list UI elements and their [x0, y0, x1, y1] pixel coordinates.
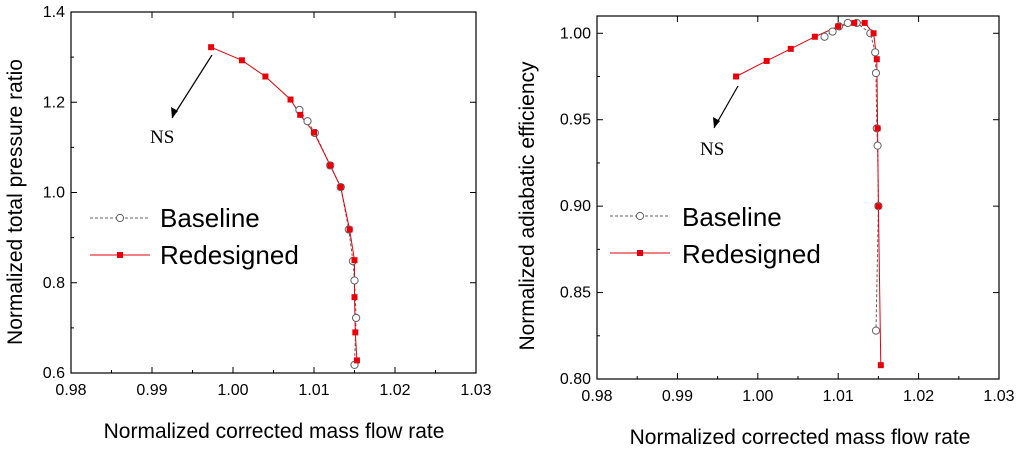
data-point-redesigned	[351, 294, 358, 301]
data-point-baseline	[871, 48, 880, 57]
annotation-ns-efficiency: NS	[700, 85, 739, 160]
legend-label-redesigned: Redesigned	[682, 239, 821, 269]
data-point-redesigned	[208, 44, 215, 51]
x-tick-label: 1.01	[298, 382, 329, 399]
data-point-redesigned	[352, 329, 359, 336]
data-point-redesigned	[287, 96, 294, 103]
annotation-text-efficiency: NS	[700, 139, 724, 160]
legend-label-redesigned: Redesigned	[160, 240, 299, 270]
data-point-baseline	[871, 326, 881, 335]
y-tick-label: 0.80	[560, 371, 591, 388]
annotation-arrowhead-pressure	[171, 107, 178, 118]
y-tick-label: 1.0	[43, 185, 65, 202]
y-tick-label: 0.85	[560, 285, 591, 302]
legend-marker-baseline	[635, 211, 645, 221]
y-tick-label: 0.8	[43, 275, 65, 292]
x-tick-label: 0.98	[55, 382, 86, 399]
legend-marker-redesigned	[117, 252, 123, 258]
y-tick-label: 0.90	[560, 198, 591, 215]
data-point-redesigned	[337, 184, 344, 191]
data-point-redesigned	[877, 362, 884, 369]
x-tick-label: 1.00	[742, 388, 773, 405]
data-point-redesigned	[327, 162, 334, 169]
legend-label-baseline: Baseline	[682, 202, 782, 232]
x-tick-label: 0.99	[136, 382, 167, 399]
data-point-redesigned	[763, 57, 770, 64]
y-axis-title-pressure: Normalized total pressure ratio	[4, 59, 27, 345]
data-point-baseline	[303, 117, 312, 126]
x-tick-label: 1.02	[379, 382, 410, 399]
data-point-redesigned	[811, 33, 818, 40]
x-axis-title-pressure: Normalized corrected mass flow rate	[104, 420, 445, 443]
data-point-baseline	[828, 27, 837, 36]
x-tick-label: 0.99	[662, 388, 693, 405]
data-point-redesigned	[297, 111, 304, 118]
chart-efficiency: 0.98 0.99 1.00 1.01 1.02 1.03 0.80 0.85 0.90 0.95…	[516, 15, 1015, 449]
plot-area-pressure	[70, 11, 477, 374]
x-tick-label: 1.01	[823, 388, 854, 405]
y-tick-label: 1.2	[43, 94, 65, 111]
y-tick-label: 1.00	[560, 25, 591, 42]
x-tick-label: 1.00	[217, 382, 248, 399]
data-point-baseline	[873, 141, 882, 150]
data-point-baseline	[871, 68, 881, 78]
data-point-redesigned	[238, 57, 245, 64]
plot-area-efficiency	[596, 15, 1000, 380]
legend-marker-redesigned	[637, 250, 643, 256]
chart-pressure-ratio: 0.98 0.99 1.00 1.01 1.02 1.030.60.81.01.21.4 …	[4, 4, 492, 443]
annotation-text-pressure: NS	[150, 127, 174, 148]
legend-label-baseline: Baseline	[160, 203, 260, 233]
data-point-baseline	[350, 276, 359, 285]
y-tick-label: 1.4	[43, 4, 65, 21]
annotation-arrowhead-efficiency	[713, 117, 720, 128]
data-point-redesigned	[874, 125, 881, 132]
y-axis-title-efficiency: Normalized adiabatic efficiency	[516, 61, 539, 351]
data-point-redesigned	[875, 203, 882, 210]
data-point-redesigned	[851, 19, 858, 26]
x-tick-label: 1.03	[983, 388, 1014, 405]
data-point-baseline	[352, 313, 361, 323]
annotation-arrow-pressure	[171, 54, 213, 119]
data-point-redesigned	[353, 357, 360, 364]
data-point-redesigned	[873, 56, 880, 63]
y-tick-label: 0.95	[560, 112, 591, 129]
data-point-redesigned	[351, 257, 358, 264]
data-point-redesigned	[861, 19, 868, 26]
data-point-redesigned	[835, 23, 842, 30]
legend-pressure: Baseline Redesigned	[90, 203, 299, 270]
data-point-redesigned	[787, 45, 794, 52]
data-point-baseline	[843, 18, 852, 28]
data-point-redesigned	[262, 73, 269, 80]
data-point-redesigned	[870, 30, 877, 37]
x-tick-label: 1.03	[460, 382, 491, 399]
x-axis-title-efficiency: Normalized corrected mass flow rate	[630, 426, 971, 449]
legend-marker-baseline	[115, 213, 125, 223]
legend-efficiency: Baseline Redesigned	[610, 202, 821, 269]
x-tick-label: 1.02	[903, 388, 934, 405]
annotation-ns-pressure: NS	[150, 54, 213, 148]
data-point-redesigned	[311, 129, 317, 136]
y-tick-label: 0.6	[43, 365, 65, 382]
x-tick-label: 0.98	[581, 388, 612, 405]
data-point-redesigned	[346, 226, 353, 233]
data-point-baseline	[820, 32, 829, 41]
data-point-redesigned	[733, 73, 740, 80]
